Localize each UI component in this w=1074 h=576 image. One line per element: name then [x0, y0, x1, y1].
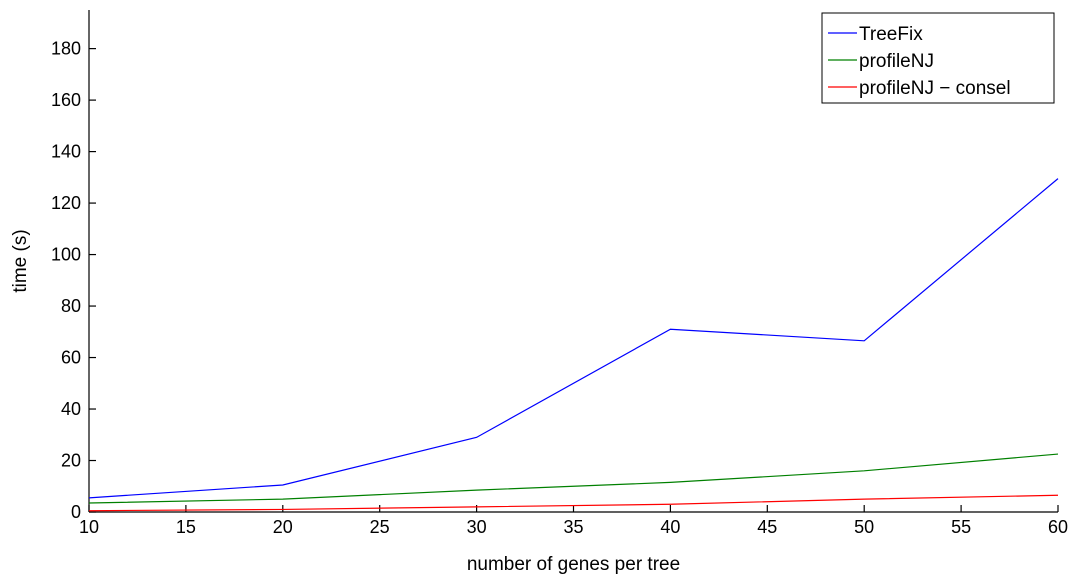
y-axis-title: time (s) — [10, 229, 31, 292]
y-tick-label: 40 — [61, 399, 81, 419]
x-tick-label: 25 — [370, 517, 390, 537]
x-ticks: 10 15 20 25 30 35 40 45 50 55 60 — [79, 505, 1068, 537]
y-tick-label: 0 — [71, 502, 81, 522]
x-tick-label: 10 — [79, 517, 99, 537]
x-axis-title: number of genes per tree — [467, 554, 680, 575]
legend-label-0: TreeFix — [859, 24, 923, 45]
y-tick-label: 100 — [51, 245, 81, 265]
series-lines — [88, 178, 1059, 512]
y-tick-label: 60 — [61, 348, 81, 368]
legend-box — [821, 12, 1055, 104]
series-line-1 — [88, 453, 1059, 504]
series-line-0 — [88, 178, 1059, 499]
y-tick-label: 80 — [61, 296, 81, 316]
legend: TreeFix profileNJ profileNJ − consel — [821, 12, 1055, 104]
x-tick-label: 20 — [273, 517, 293, 537]
y-tick-label: 160 — [51, 90, 81, 110]
plot-area: 10 15 20 25 30 35 40 45 50 55 60 0 20 40 60 80 100 120 14… — [51, 10, 1068, 537]
x-tick-label: 55 — [951, 517, 971, 537]
legend-label-2: profileNJ − consel — [859, 78, 1011, 99]
y-tick-label: 20 — [61, 451, 81, 471]
x-tick-label: 30 — [467, 517, 487, 537]
x-tick-label: 15 — [176, 517, 196, 537]
x-tick-label: 40 — [660, 517, 680, 537]
x-tick-label: 35 — [563, 517, 583, 537]
y-tick-label: 120 — [51, 193, 81, 213]
x-tick-label: 50 — [854, 517, 874, 537]
x-tick-label: 60 — [1048, 517, 1068, 537]
series-line-2 — [88, 494, 1059, 512]
y-tick-label: 180 — [51, 39, 81, 59]
y-ticks: 0 20 40 60 80 100 120 140 160 180 — [51, 39, 96, 522]
x-tick-label: 45 — [757, 517, 777, 537]
legend-label-1: profileNJ — [859, 51, 934, 72]
y-tick-label: 140 — [51, 142, 81, 162]
